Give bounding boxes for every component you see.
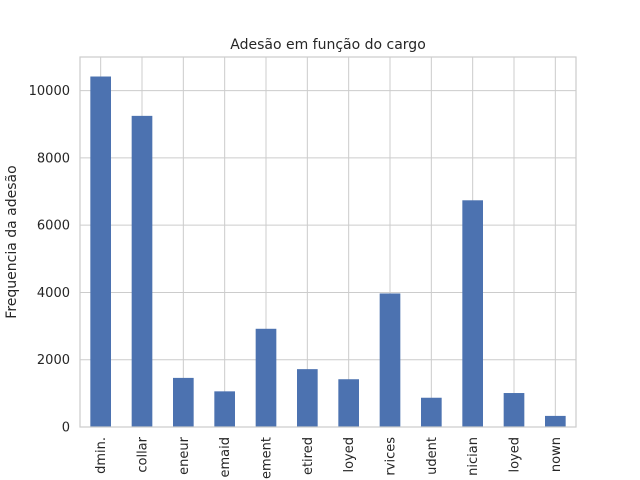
y-tick-label: 0 [62,421,70,436]
bar-management [255,328,277,427]
x-tick-label: ement [260,437,275,479]
x-axis-ticks: dmin. collar eneur emaid ement etired loyed rvi… [94,436,564,479]
bar-admin. [90,76,111,427]
y-tick-label: 2000 [37,353,70,368]
chart-title: Adesão em função do cargo [230,37,426,53]
bars [90,76,566,427]
x-tick-label: etired [301,437,316,475]
bar-unknown [545,415,566,427]
bar-self-employed [338,379,359,427]
bar-entrepreneur [173,377,194,427]
plot-frame [79,56,577,428]
y-tick-label: 4000 [37,286,70,301]
y-tick-label: 10000 [29,84,70,99]
x-tick-label: loyed [342,437,357,473]
x-tick-label: udent [425,437,440,475]
x-tick-label: emaid [218,437,233,478]
y-axis-ticks: 0 2000 4000 6000 8000 10000 [29,84,70,435]
x-tick-label: dmin. [94,437,109,474]
y-tick-label: 8000 [37,151,70,166]
bar-blue-collar [131,115,153,427]
bar-services [379,293,401,427]
x-tick-label: nown [549,437,564,472]
bar-student [421,397,442,427]
grid-lines [80,57,576,428]
x-tick-label: collar [136,436,151,472]
bar-unemployed [503,393,525,427]
bar-retired [297,369,318,427]
x-tick-label: nician [466,437,481,476]
bar-technician [462,200,483,427]
x-tick-label: rvices [384,437,399,476]
bar-housemaid [214,391,235,427]
y-tick-label: 6000 [37,219,70,234]
x-tick-label: loyed [508,437,523,473]
y-axis-label: Frequencia da adesão [4,165,20,318]
x-tick-label: eneur [177,436,192,474]
